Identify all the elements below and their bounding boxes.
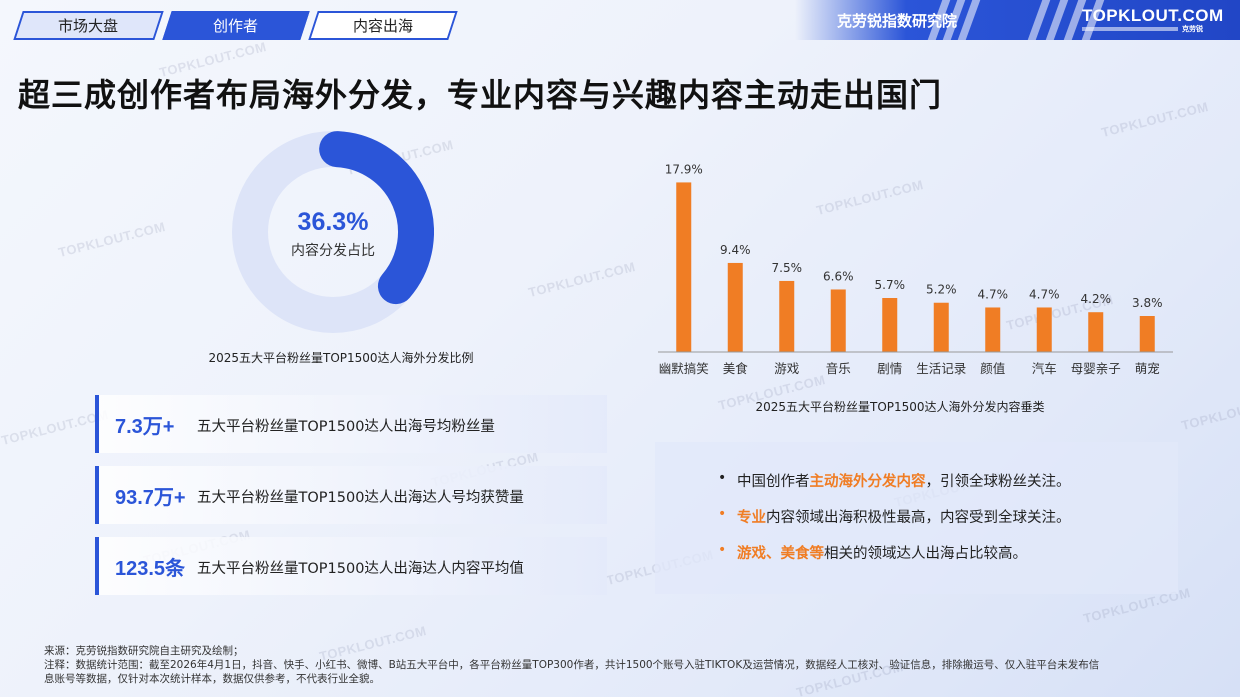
bar	[1139, 316, 1155, 352]
bar-value-label: 3.8%	[1132, 296, 1163, 310]
logo-cn-text: 克劳锐	[1182, 25, 1203, 33]
bar	[882, 298, 898, 352]
bar	[985, 307, 1001, 352]
bar	[727, 262, 743, 352]
source-note: 来源：克劳锐指数研究院自主研究及绘制；	[44, 645, 244, 657]
footnote-line: 息账号等数据，仅针对本次统计样本，数据仅供参考，不代表行业全貌。	[44, 673, 380, 685]
top-bar: 市场大盘 创作者 内容出海 克劳锐指数研究院 TOPKLOUT.COM 克劳锐	[0, 0, 1240, 42]
bar	[1036, 307, 1052, 352]
bar-value-label: 4.2%	[1081, 292, 1112, 306]
tab-market-overview[interactable]: 市场大盘	[13, 11, 164, 40]
bullet-dot: •	[718, 470, 727, 486]
category-label: 美食	[723, 361, 749, 376]
tab-creators[interactable]: 创作者	[162, 11, 310, 40]
bar-value-label: 9.4%	[720, 243, 751, 257]
stat-value: 93.7万+	[115, 487, 186, 509]
bar-value-label: 4.7%	[978, 287, 1009, 301]
insight-item: 专业内容领域出海积极性最高，内容受到全球关注。	[737, 506, 1071, 527]
bar-value-label: 6.6%	[823, 269, 854, 283]
insight-text: ，引领全球粉丝关注。	[925, 474, 1071, 490]
footnote-line: 注释：数据统计范围：截至2026年4月1日，抖音、快手、小红书、微博、B站五大平…	[44, 659, 1100, 671]
insight-item: 游戏、美食等相关的领域达人出海占比较高。	[737, 542, 1027, 563]
category-label: 萌宠	[1135, 361, 1160, 376]
stat-card-avg-fans: 7.3万+ 五大平台粉丝量TOP1500达人出海号均粉丝量	[95, 395, 607, 453]
chart-title: 2025五大平台粉丝量TOP1500达人海外分发内容垂类	[755, 400, 1045, 414]
institute-name: 克劳锐指数研究院	[837, 12, 958, 30]
insight-highlight: 专业	[737, 510, 766, 526]
watermark: TOPKLOUT.COM	[1179, 391, 1240, 434]
logo-text: TOPKLOUT.COM	[1082, 6, 1224, 25]
bar-value-label: 17.9%	[665, 162, 703, 176]
tab-label: 市场大盘	[58, 17, 119, 35]
category-label: 游戏	[774, 361, 799, 376]
insight-text: 中国创作者	[737, 474, 810, 490]
insight-item: 中国创作者主动海外分发内容，引领全球粉丝关注。	[737, 470, 1071, 491]
content-vertical-bar-chart: 17.9% 幽默搞笑 9.4% 美食 7.5% 游戏 6.6% 音乐 5.7% 剧情 5.2% 生活记…	[658, 162, 1173, 376]
donut-value-arc	[319, 131, 434, 305]
stat-card-avg-likes: 93.7万+ 五大平台粉丝量TOP1500达人出海达人号均获赞量	[95, 466, 607, 524]
bar	[779, 280, 795, 352]
category-label: 母婴亲子	[1071, 361, 1121, 376]
bar	[1088, 312, 1104, 352]
overseas-share-donut	[232, 131, 434, 333]
insight-text: 相关的领域达人出海占比较高。	[824, 546, 1027, 562]
stat-card-avg-posts: 123.5条 五大平台粉丝量TOP1500达人出海达人内容平均值	[95, 537, 607, 595]
watermark: TOPKLOUT.COM	[526, 258, 637, 301]
stat-description: 五大平台粉丝量TOP1500达人出海达人内容平均值	[197, 561, 524, 577]
stat-description: 五大平台粉丝量TOP1500达人出海达人号均获赞量	[197, 490, 524, 506]
bar-value-label: 5.7%	[875, 278, 906, 292]
bar	[830, 289, 846, 352]
tab-label: 创作者	[213, 17, 259, 35]
insight-highlight: 主动海外分发内容	[809, 474, 926, 490]
insight-highlight: 游戏、美食等	[737, 546, 824, 562]
category-label: 剧情	[877, 361, 902, 376]
tab-label: 内容出海	[352, 17, 413, 35]
watermark: TOPKLOUT.COM	[56, 218, 167, 261]
insights-panel: • 中国创作者主动海外分发内容，引领全球粉丝关注。 • 专业内容领域出海积极性最…	[655, 442, 1178, 594]
stat-description: 五大平台粉丝量TOP1500达人出海号均粉丝量	[197, 419, 495, 435]
logo-tagline-bar	[1082, 27, 1178, 31]
bullet-dot: •	[718, 506, 727, 522]
bullet-dot: •	[718, 542, 727, 558]
stat-value: 123.5条	[115, 558, 186, 580]
donut-label: 内容分发占比	[291, 243, 375, 259]
category-label: 生活记录	[916, 361, 966, 376]
insight-text: 内容领域出海积极性最高，内容受到全球关注。	[766, 510, 1071, 526]
brand-banner	[795, 0, 1240, 40]
bar	[676, 182, 692, 352]
category-label: 音乐	[826, 361, 851, 376]
bar	[933, 302, 949, 352]
category-label: 汽车	[1032, 361, 1057, 376]
category-label: 幽默搞笑	[659, 361, 709, 376]
donut-caption: 2025五大平台粉丝量TOP1500达人海外分发比例	[208, 351, 474, 365]
page-title: 超三成创作者布局海外分发，专业内容与兴趣内容主动走出国门	[18, 76, 943, 114]
bar-value-label: 7.5%	[772, 261, 803, 275]
category-label: 颜值	[980, 361, 1005, 376]
bar-value-label: 4.7%	[1029, 287, 1060, 301]
tab-content-overseas[interactable]: 内容出海	[308, 11, 458, 40]
donut-value: 36.3%	[297, 208, 369, 236]
bar-value-label: 5.2%	[926, 283, 957, 297]
stat-value: 7.3万+	[115, 416, 175, 438]
watermark: TOPKLOUT.COM	[0, 406, 110, 449]
watermark: TOPKLOUT.COM	[1099, 98, 1210, 141]
brand-logo: TOPKLOUT.COM 克劳锐	[1082, 6, 1223, 36]
